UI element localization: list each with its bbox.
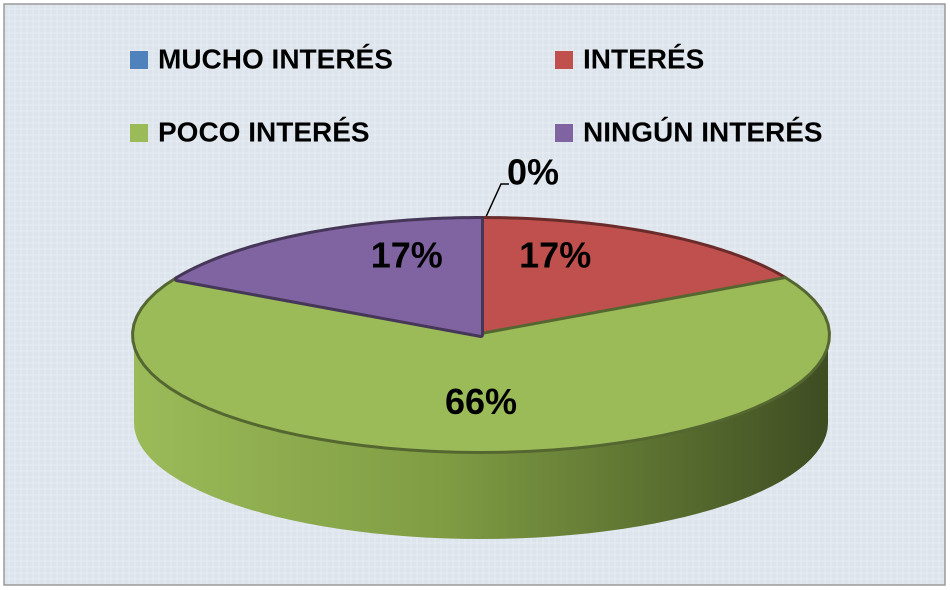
data-label: 0% (507, 152, 559, 193)
slice-top (176, 219, 482, 335)
slice-side (134, 335, 828, 539)
pie: 0% 17% 66% 17% (131, 152, 831, 539)
legend-label: MUCHO INTERÉS (158, 43, 393, 74)
legend-label: INTERÉS (583, 43, 704, 74)
legend: MUCHO INTERÉS INTERÉS POCO INTERÉS NINGÚN I… (130, 43, 823, 147)
legend-swatch (555, 124, 573, 142)
slice-top (481, 219, 786, 335)
legend-swatch (130, 124, 148, 142)
data-label: 17% (519, 235, 591, 276)
legend-swatch (555, 51, 573, 69)
data-label: 66% (445, 381, 517, 422)
data-label: 17% (371, 235, 443, 276)
legend-swatch (130, 51, 148, 69)
legend-label: NINGÚN INTERÉS (583, 116, 823, 147)
slice-top (134, 279, 828, 451)
legend-label: POCO INTERÉS (158, 116, 370, 147)
leader-line (484, 183, 509, 220)
